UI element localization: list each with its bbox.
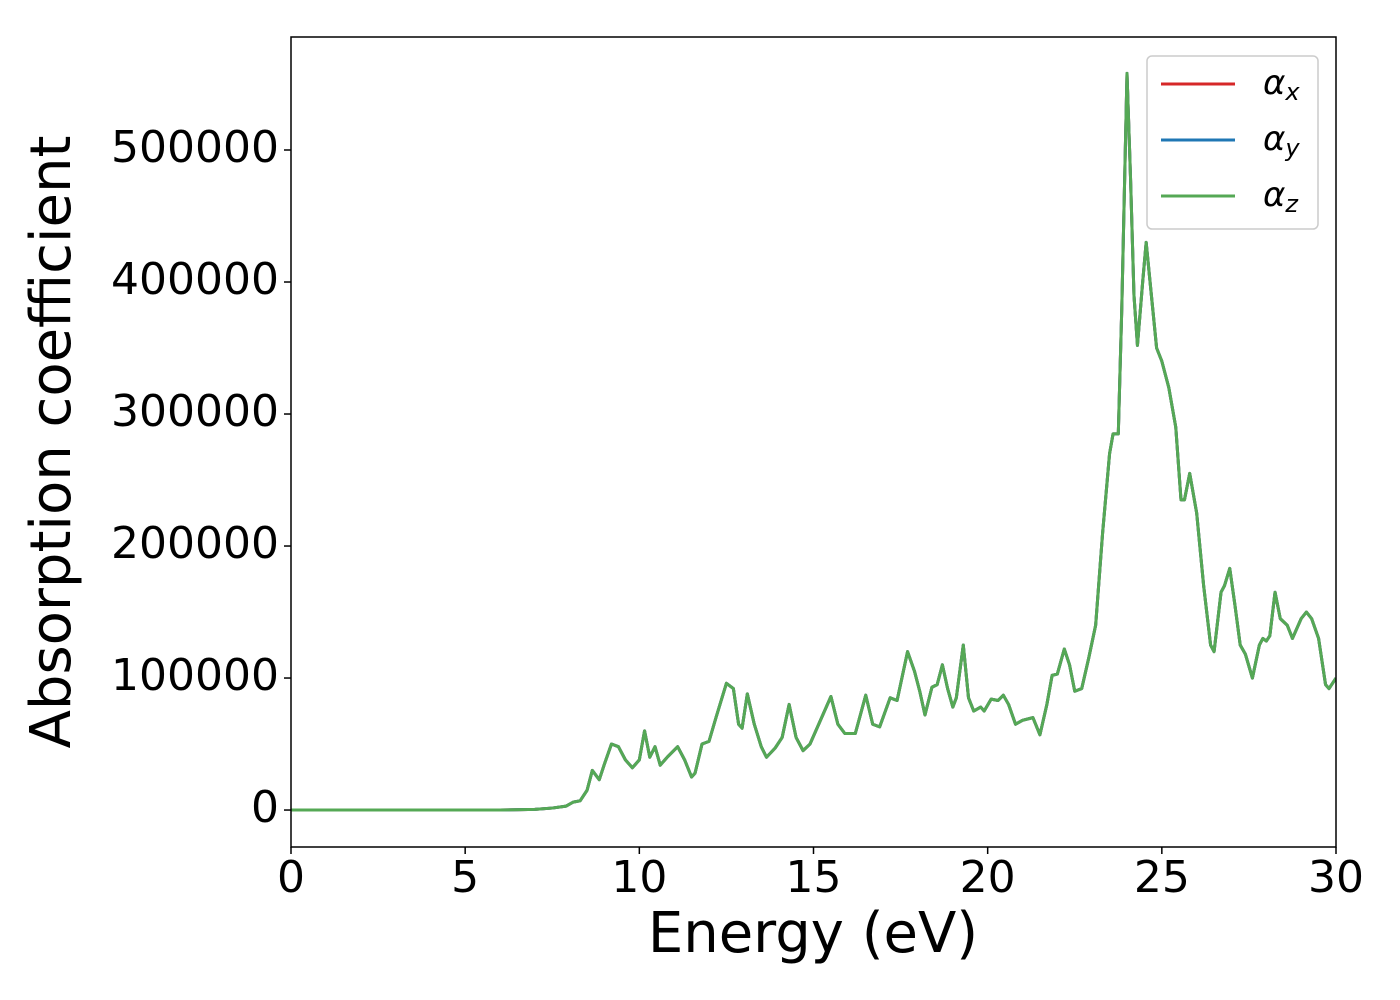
legend-label: αx (1263, 63, 1300, 107)
y-tick-label: 300000 (111, 386, 279, 437)
legend-label: αy (1263, 119, 1300, 163)
y-tick-label: 500000 (111, 122, 279, 173)
y-axis-label: Absorption coefficient (19, 136, 84, 749)
x-axis-label: Energy (eV) (648, 901, 978, 966)
y-tick-label: 400000 (111, 254, 279, 305)
x-tick-label: 30 (1308, 852, 1364, 903)
line-series (291, 71, 1336, 812)
x-tick-label: 10 (611, 852, 667, 903)
y-tick-label: 200000 (111, 518, 279, 569)
legend-label: αz (1263, 175, 1299, 219)
plot-frame (290, 36, 1337, 848)
x-tick-label: 0 (277, 852, 305, 903)
x-tick-label: 25 (1134, 852, 1190, 903)
y-tick-label: 0 (251, 782, 279, 833)
x-tick-label: 5 (451, 852, 479, 903)
x-tick-label: 20 (960, 852, 1016, 903)
x-tick-label: 15 (786, 852, 842, 903)
y-tick-label: 100000 (111, 650, 279, 701)
legend-box (1146, 55, 1319, 230)
